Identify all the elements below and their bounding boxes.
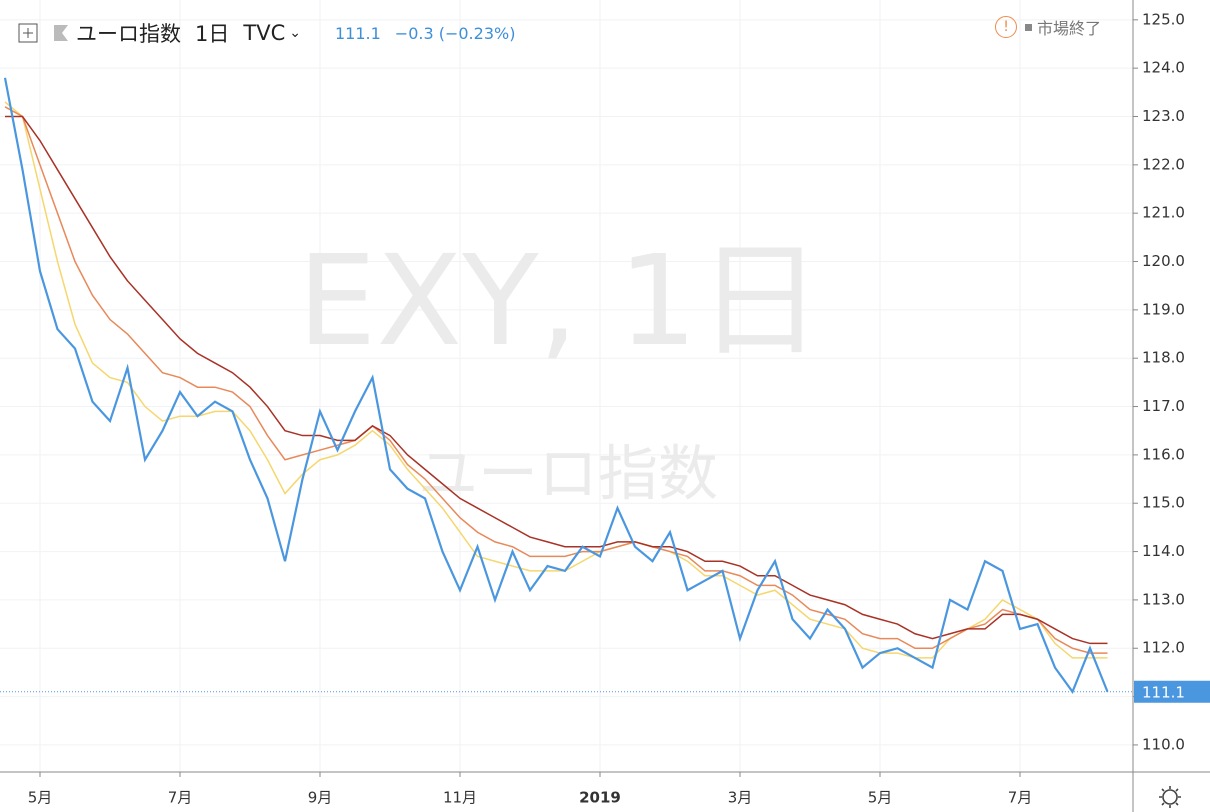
lines [0,77,1133,695]
alert-icon[interactable]: ! [995,16,1017,38]
gear [1162,789,1178,805]
flag-icon [54,25,68,41]
watermark-sub: ユーロ指数 [418,440,718,510]
x-tick-label: 11月 [443,789,477,807]
y-tick-label: 113.0 [1142,590,1185,608]
axes: 110.0111.0112.0113.0114.0115.0116.0117.0… [28,10,1210,807]
plus [23,28,33,38]
y-tick-label: 110.0 [1142,735,1185,753]
series-line [3,77,1109,695]
flag [54,25,68,41]
interval[interactable]: 1日 [195,22,230,46]
x-tick-label: 7月 [1008,789,1033,807]
status-text: 市場終了 [1037,19,1102,38]
series-line [5,115,1108,645]
y-tick-label: 116.0 [1142,445,1185,463]
settings-icon[interactable] [1159,786,1181,808]
y-tick-label: 121.0 [1142,204,1185,222]
last-price: 111.1 [334,23,381,43]
series-line [4,106,1108,654]
y-tick-label: 118.0 [1142,349,1185,367]
y-tick-label: 122.0 [1142,155,1185,173]
x-tick-label: 2019 [579,789,621,807]
x-tick-label: 5月 [868,789,893,807]
grid [0,0,1133,772]
x-tick-label: 7月 [168,789,193,807]
symbol[interactable]: ユーロ指数 [76,22,181,46]
exchange[interactable]: TVC [243,21,286,45]
add-icon[interactable] [18,23,38,43]
watermark: EXY, 1日 [298,229,823,374]
x-tick-label: 5月 [28,789,53,807]
header: ユーロ指数 1日 TVC ⌄ 111.1 −0.3 (−0.23%) [18,18,529,48]
y-tick-label: 115.0 [1142,494,1185,512]
series-line [4,101,1108,659]
y-tick-label: 112.0 [1142,639,1185,657]
y-tick-label: 117.0 [1142,397,1185,415]
box [18,23,38,43]
y-tick-label: 119.0 [1142,300,1185,318]
y-tick-label: 125.0 [1142,10,1185,28]
change: −0.3 (−0.23%) [394,23,516,43]
y-tick-label: 123.0 [1142,107,1185,125]
y-tick-label: 124.0 [1142,59,1185,77]
last-price-label: 111.1 [1142,683,1185,701]
x-tick-label: 3月 [728,789,753,807]
status-dot [1025,23,1032,31]
chevron[interactable]: ⌄ [289,25,301,41]
y-tick-label: 120.0 [1142,252,1185,270]
gear-teeth [1159,786,1181,808]
market-status: ! 市場終了 [995,15,1101,39]
y-tick-label: 114.0 [1142,542,1185,560]
x-tick-label: 9月 [308,789,333,807]
last-price-tag [1134,680,1210,703]
